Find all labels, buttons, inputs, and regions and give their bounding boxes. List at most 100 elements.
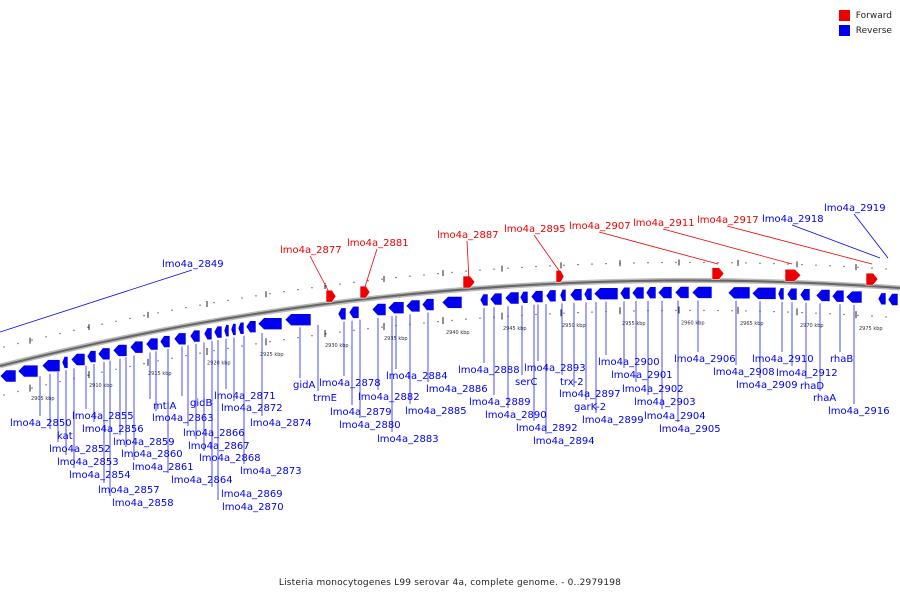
reverse-gene-arrow xyxy=(631,286,645,300)
forward-ruler-dot xyxy=(381,278,383,280)
forward-leader-line xyxy=(853,213,889,259)
reverse-ruler-dot xyxy=(745,310,747,312)
forward-gene-label: lmo4a_2877 xyxy=(280,245,342,256)
forward-ruler-dot xyxy=(857,266,859,268)
forward-gene-label: lmo4a_2911 xyxy=(633,218,695,229)
reverse-gene-label: trmE xyxy=(313,393,337,404)
reverse-gene-label: lmo4a_2859 xyxy=(113,437,175,448)
reverse-gene-label: lmo4a_2867 xyxy=(188,441,250,452)
forward-gene-label: lmo4a_2887 xyxy=(437,230,499,241)
forward-ruler-dot xyxy=(157,312,159,314)
reverse-ruler-dot xyxy=(17,390,19,393)
reverse-ruler-dot xyxy=(633,310,635,312)
reverse-gene-label: lmo4a_2874 xyxy=(250,418,312,429)
reverse-gene-arrow xyxy=(619,286,631,300)
reverse-gene-arrow xyxy=(777,287,785,301)
forward-ruler-dot xyxy=(395,276,397,279)
reverse-gene-label: lmo4a_2909 xyxy=(736,380,798,391)
reverse-ruler-dot xyxy=(367,328,369,330)
reverse-gene-arrow xyxy=(337,307,347,321)
forward-ruler-dot xyxy=(563,264,565,266)
reverse-gene-label: lmo4a_2879 xyxy=(330,407,392,418)
reverse-gene-label: lmo4a_2856 xyxy=(82,424,144,435)
reverse-ruler-dot xyxy=(787,311,789,313)
reverse-ruler-dot xyxy=(87,374,89,376)
tick-label: 2905 kbp xyxy=(31,396,55,402)
forward-ruler-dot xyxy=(17,342,19,345)
legend-label-forward: Forward xyxy=(855,10,892,21)
reverse-gene-label: lmo4a_2908 xyxy=(713,367,775,378)
forward-gene-label: lmo4a_2881 xyxy=(347,238,409,249)
forward-ruler-dot xyxy=(479,269,481,271)
forward-leader-line xyxy=(363,248,378,291)
reverse-gene-arrow xyxy=(441,296,463,309)
reverse-gene-label: garK-2 xyxy=(574,402,606,413)
forward-ruler-dot xyxy=(213,302,215,304)
reverse-gene-arrow xyxy=(645,286,657,300)
reverse-gene-arrow xyxy=(831,289,845,303)
reverse-gene-arrow xyxy=(845,290,863,304)
reverse-gene-label: lmo4a_2852 xyxy=(49,444,111,455)
forward-leader-line xyxy=(309,255,331,295)
reverse-gene-label: lmo4a_2904 xyxy=(644,411,706,422)
reverse-ruler-dot xyxy=(381,326,383,328)
reverse-ruler-dot xyxy=(325,333,327,335)
reverse-gene-label: lmo4a_2906 xyxy=(674,354,736,365)
forward-ruler-dot xyxy=(675,261,677,264)
reverse-gene-label: lmo4a_2871 xyxy=(214,391,276,402)
reverse-gene-arrow xyxy=(203,327,213,341)
reverse-gene-label: gidA xyxy=(293,380,315,391)
reverse-ruler-dot xyxy=(129,365,131,368)
forward-leader-line xyxy=(726,225,873,265)
forward-ruler-dot xyxy=(843,265,845,268)
reverse-ruler-dot xyxy=(185,354,187,357)
forward-leader-line xyxy=(662,228,793,265)
forward-leader-line xyxy=(598,231,719,265)
reverse-ruler-dot xyxy=(353,329,355,332)
reverse-ruler-dot xyxy=(101,371,103,373)
reverse-gene-label: trx-2 xyxy=(560,377,584,388)
reverse-ruler-dot xyxy=(857,314,859,316)
forward-ruler-dot xyxy=(465,270,467,272)
forward-ruler-dot xyxy=(591,263,593,265)
tick-label: 2940 kbp xyxy=(446,330,470,336)
reverse-gene-arrow xyxy=(799,288,811,302)
reverse-gene-label: lmo4a_2868 xyxy=(199,453,261,464)
forward-ruler-dot xyxy=(829,265,831,267)
reverse-ruler-dot xyxy=(199,352,201,354)
reverse-gene-label: lmo4a_2872 xyxy=(221,403,283,414)
reverse-gene-label: lmo4a_2886 xyxy=(426,384,488,395)
reverse-ruler-dot xyxy=(689,309,691,312)
forward-gene-arrow xyxy=(784,268,802,282)
reverse-gene-label: kat xyxy=(57,431,73,442)
forward-ruler-dot xyxy=(269,293,271,295)
forward-ruler-dot xyxy=(353,281,355,284)
forward-ruler-dot xyxy=(409,275,411,277)
reverse-gene-arrow xyxy=(0,369,17,383)
reverse-gene-arrow xyxy=(530,290,544,303)
reverse-gene-label: lmo4a_2890 xyxy=(485,410,547,421)
reverse-gene-arrow xyxy=(786,287,798,301)
reverse-gene-label: rhaA xyxy=(813,393,836,404)
forward-ruler-dot xyxy=(143,314,145,317)
reverse-gene-label: lmo4a_2882 xyxy=(358,392,420,403)
reverse-gene-label: lmo4a_2893 xyxy=(524,363,586,374)
reverse-gene-arrow xyxy=(97,347,111,361)
reverse-ruler-dot xyxy=(31,387,33,389)
reverse-ruler-dot xyxy=(3,394,5,396)
reverse-ruler-dot xyxy=(563,312,565,314)
forward-ruler-dot xyxy=(647,262,649,264)
reverse-gene-label: lmo4a_2864 xyxy=(171,475,233,486)
forward-gene-arrow xyxy=(325,289,337,303)
tick-label: 2910 kbp xyxy=(89,383,113,389)
reverse-gene-arrow xyxy=(173,332,187,346)
reverse-gene-arrow xyxy=(17,364,39,378)
forward-ruler-dot xyxy=(689,261,691,264)
forward-swatch-icon xyxy=(838,10,850,21)
reverse-gene-label: mtlA xyxy=(153,401,176,412)
forward-ruler-dot xyxy=(703,261,705,264)
tick-label: 2960 kbp xyxy=(681,320,705,326)
forward-ruler-dot xyxy=(437,272,439,275)
reverse-gene-label: lmo4a_2883 xyxy=(377,434,439,445)
reverse-gene-arrow xyxy=(504,291,520,305)
